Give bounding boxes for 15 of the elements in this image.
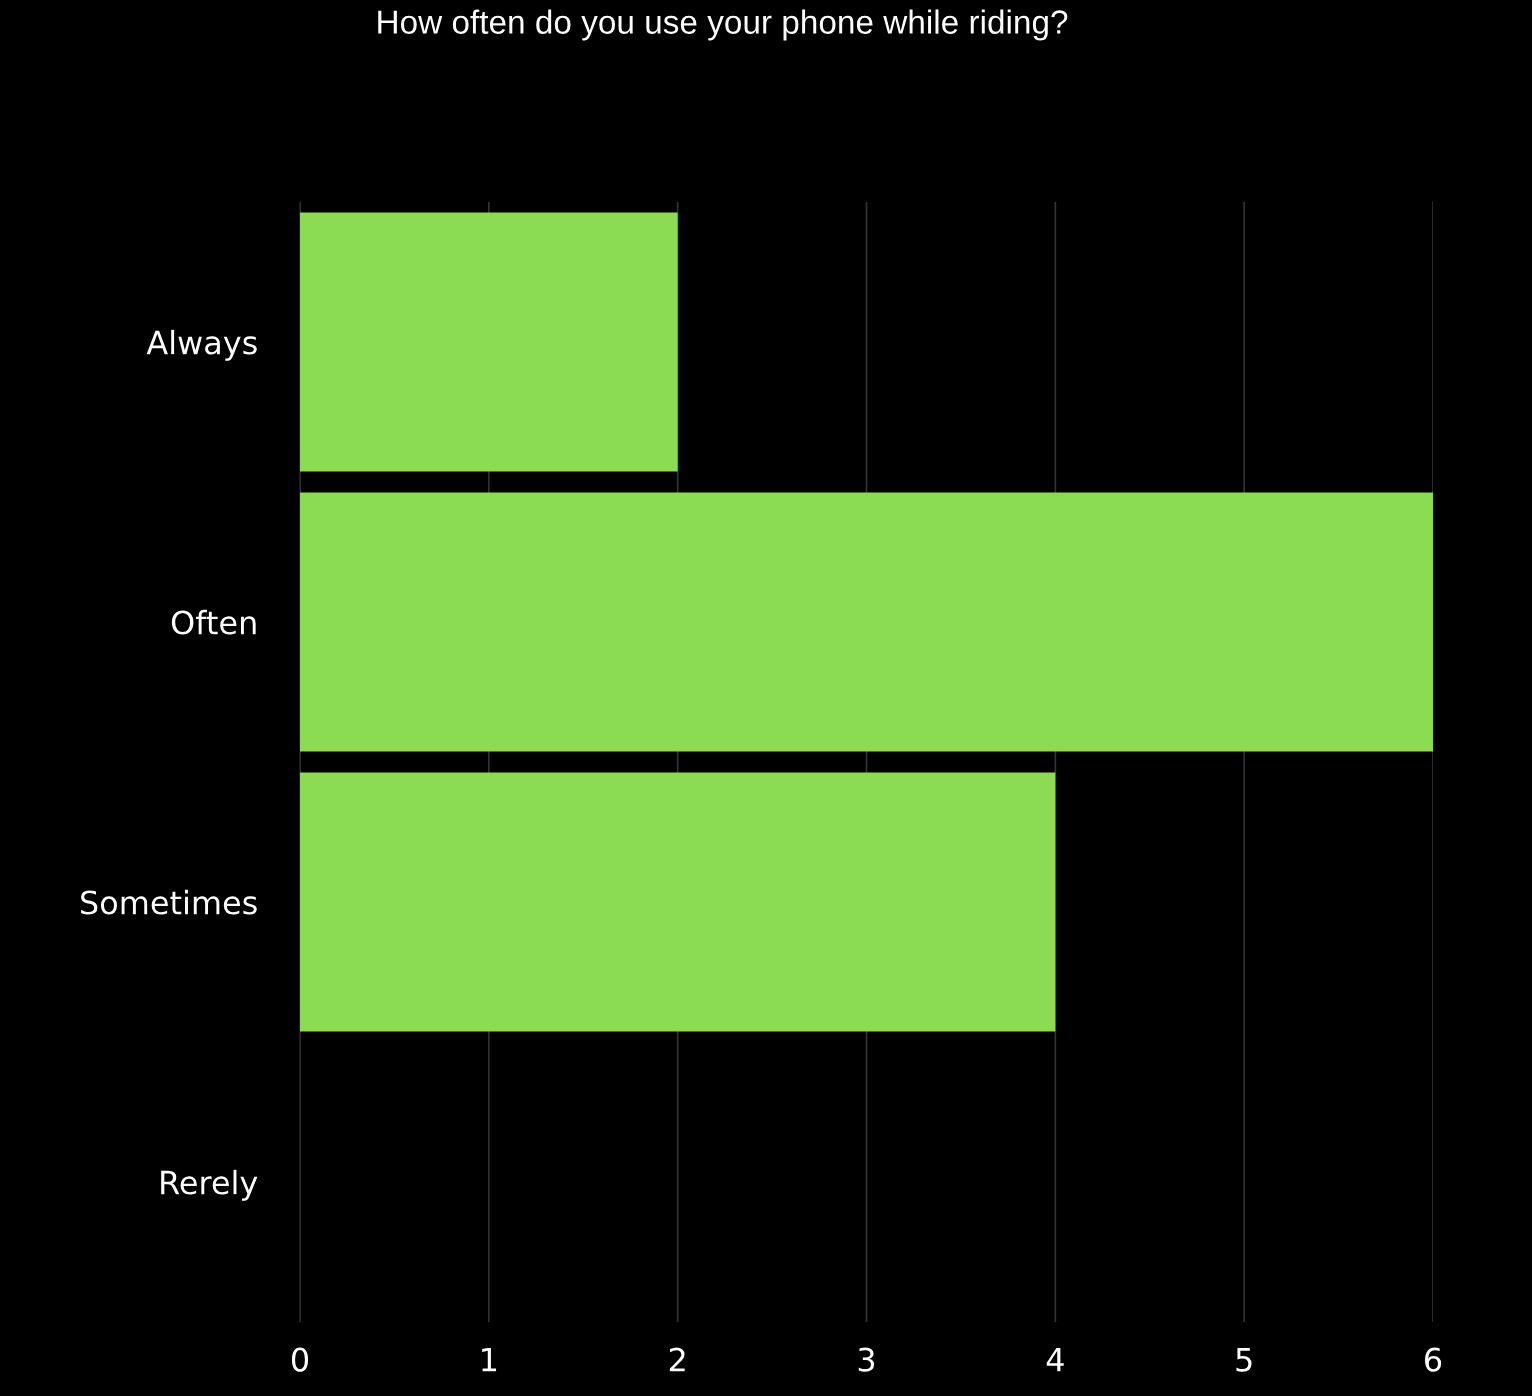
x-tick-label: 5 — [1236, 1347, 1252, 1372]
y-tick-label: Sometimes — [81, 889, 257, 915]
y-tick-label: Often — [171, 609, 256, 635]
y-tick-label: Always — [146, 329, 257, 361]
chart-title: How often do you use your phone while riding? — [378, 9, 1068, 41]
x-tick-label: 6 — [1425, 1347, 1442, 1372]
y-tick-label: Rerely — [161, 1169, 258, 1201]
x-tick-label: 4 — [1046, 1347, 1064, 1372]
x-tick-label: 1 — [482, 1347, 497, 1372]
bar — [300, 492, 1433, 752]
x-tick-label: 2 — [669, 1347, 685, 1372]
bar — [300, 772, 1056, 1032]
x-tick-label: 0 — [291, 1347, 309, 1372]
x-tick-label: 3 — [858, 1347, 875, 1372]
bar — [300, 212, 678, 472]
